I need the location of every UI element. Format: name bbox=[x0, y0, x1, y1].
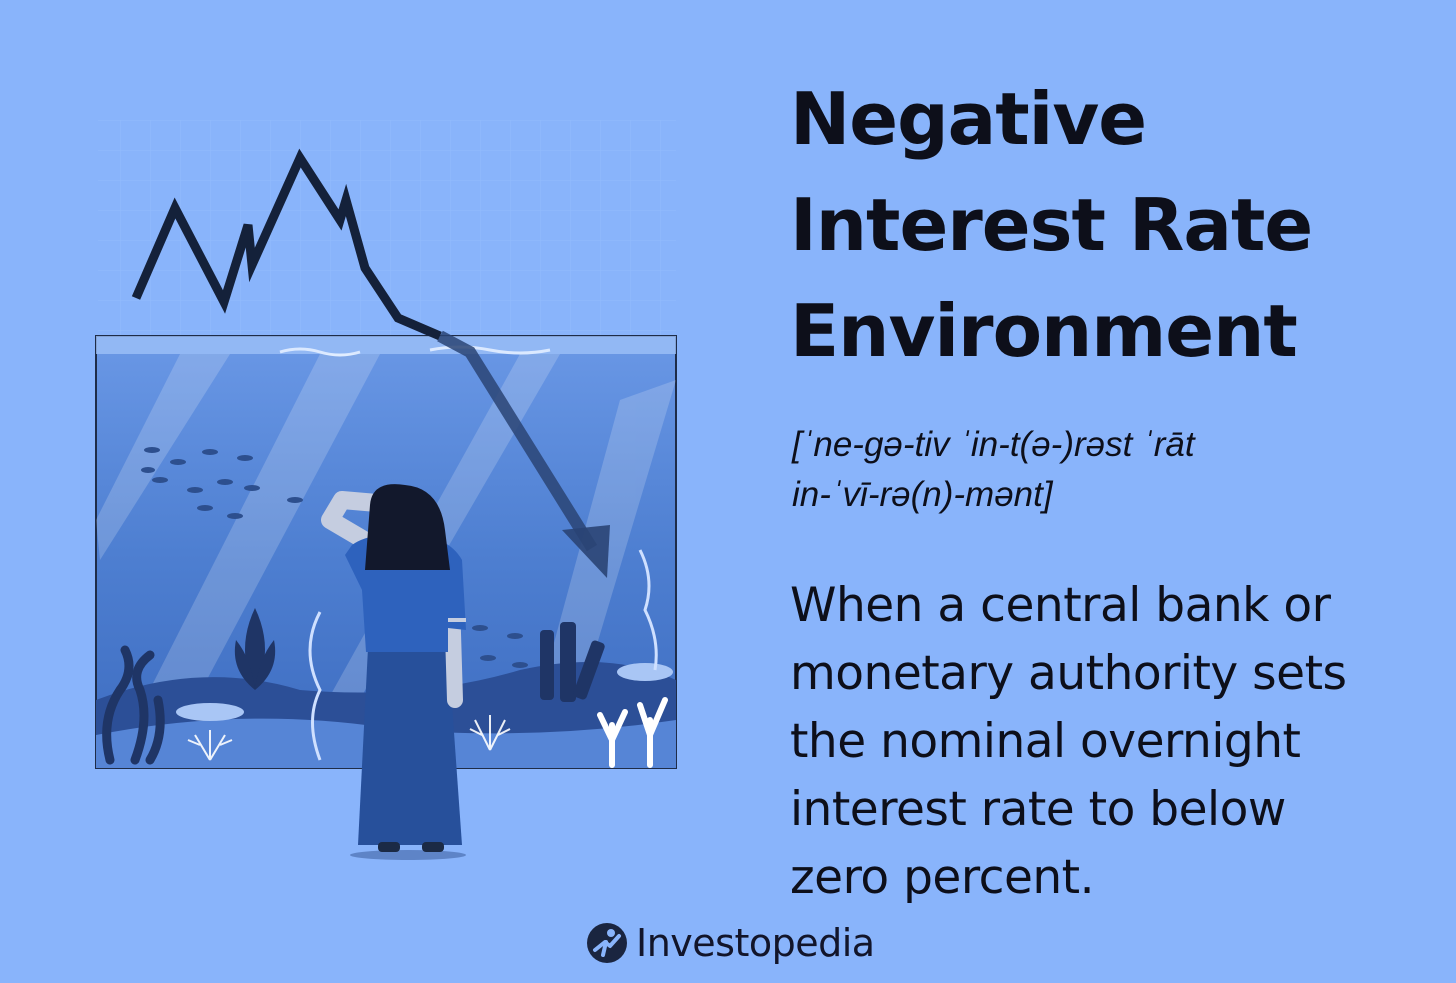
down-arrow-icon bbox=[562, 525, 610, 578]
definition-line: monetary authority sets bbox=[790, 646, 1347, 701]
rock-pillars bbox=[540, 622, 605, 702]
pronunciation: [ˈne-gə-tiv ˈin-t(ə-)rəst ˈrāt in-ˈvī-rə… bbox=[792, 420, 1392, 520]
coral-right bbox=[597, 697, 668, 768]
title-line: Interest Rate bbox=[790, 183, 1313, 267]
woman-figure bbox=[321, 484, 466, 860]
aquarium-falling-chart-illustration bbox=[95, 120, 677, 860]
title-line: Negative bbox=[790, 77, 1147, 161]
pronunciation-line: in-ˈvī-rə(n)-mənt] bbox=[792, 475, 1053, 514]
definition-line: When a central bank or bbox=[790, 578, 1331, 633]
brand-name: Investopedia bbox=[636, 921, 875, 965]
investopedia-logo-icon bbox=[587, 923, 627, 963]
brand-logo: Investopedia bbox=[586, 916, 875, 970]
page-title: Negative Interest Rate Environment bbox=[790, 66, 1390, 384]
falling-chart-line bbox=[131, 148, 442, 341]
definition-text: When a central bank or monetary authorit… bbox=[790, 572, 1430, 912]
seaweed-left bbox=[102, 645, 165, 765]
fish-school bbox=[141, 447, 528, 668]
definition-line: the nominal overnight bbox=[790, 714, 1301, 769]
title-line: Environment bbox=[790, 289, 1298, 373]
leafy-plant bbox=[234, 608, 276, 690]
definition-line: interest rate to below bbox=[790, 782, 1286, 837]
pronunciation-line: [ˈne-gə-tiv ˈin-t(ə-)rəst ˈrāt bbox=[792, 425, 1195, 464]
definition-line: zero percent. bbox=[790, 850, 1095, 905]
